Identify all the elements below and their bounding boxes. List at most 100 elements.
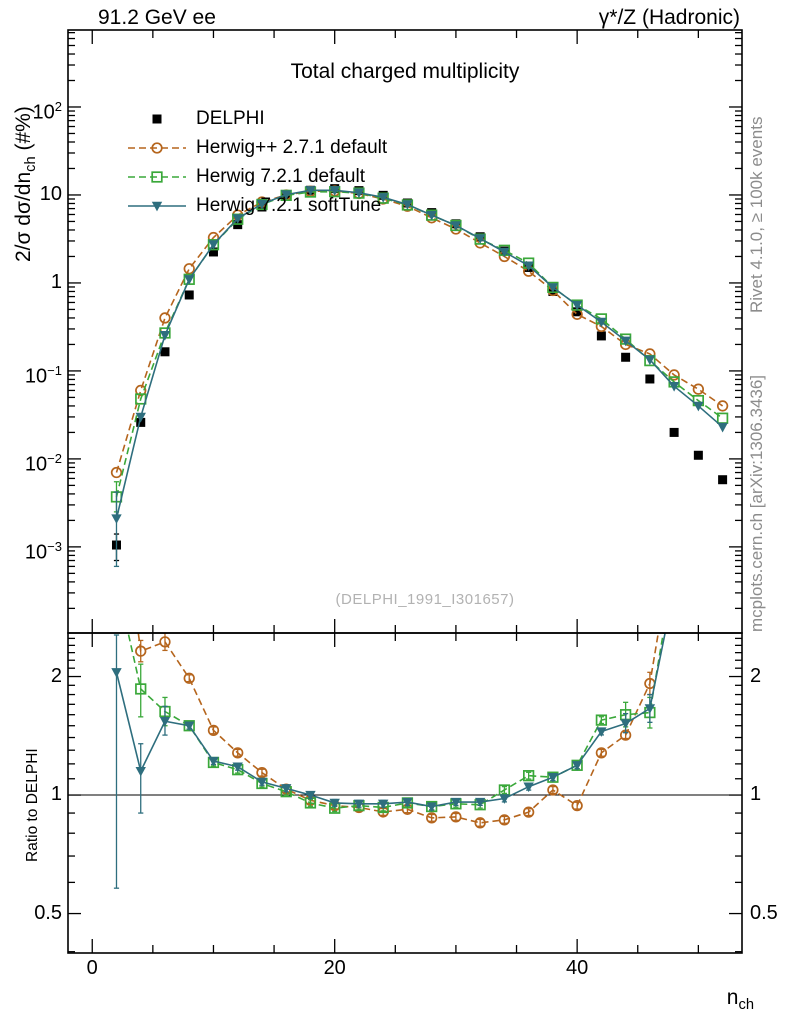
h72s-marker <box>426 802 437 812</box>
tick-label: 0.5 <box>750 901 778 924</box>
delphi-marker <box>693 450 703 460</box>
h72s-marker <box>184 721 195 732</box>
legend-item-herwigpp: Herwig++ 2.7.1 default <box>126 133 387 162</box>
h72s-marker <box>184 275 195 285</box>
h72d-line <box>115 190 724 498</box>
herwigpp-marker <box>498 814 511 826</box>
h72s-marker <box>353 799 365 810</box>
herwigpp-marker <box>668 369 680 381</box>
h72s-marker <box>596 317 607 328</box>
h72d-marker <box>522 770 535 782</box>
legend-label: Herwig++ 2.7.1 default <box>196 136 388 158</box>
tick-label: 10−2 <box>24 450 62 476</box>
legend-item-delphi: DELPHI <box>126 104 387 133</box>
h72s-marker <box>135 766 146 777</box>
h72s-marker <box>499 247 510 258</box>
h72s-marker <box>159 330 171 341</box>
tick-label: 0 <box>86 957 98 979</box>
h72s-marker <box>523 782 534 793</box>
h72s-marker <box>377 193 389 203</box>
h72d-marker <box>694 545 704 555</box>
h72s-marker <box>450 797 462 808</box>
h72s-legend-marker-icon <box>128 201 186 211</box>
h72s-marker <box>596 727 607 737</box>
legend-label: Herwig 7.2.1 default <box>196 165 365 187</box>
herwigpp-marker <box>159 636 171 648</box>
h72s-marker <box>571 300 583 311</box>
ratio-panel-series <box>111 460 728 889</box>
legend-item-h72s: Herwig 7.2.1 softTune <box>126 191 387 220</box>
tick-label: 2 <box>50 664 62 687</box>
ratio-panel-frame <box>67 632 743 954</box>
h72s-marker <box>620 719 631 729</box>
h72s-marker <box>111 514 122 524</box>
h72d-marker <box>135 683 147 695</box>
h72s-line <box>115 633 666 808</box>
legend-label: Herwig 7.2.1 softTune <box>196 194 382 216</box>
herwigpp-line <box>115 190 724 473</box>
h72s-marker <box>693 572 703 582</box>
delphi-marker <box>718 475 728 485</box>
h72s-marker <box>450 221 462 231</box>
herwigpp-marker <box>694 496 704 506</box>
herwigpp-marker <box>232 747 244 759</box>
herwigpp-marker <box>474 817 486 829</box>
herwigpp-marker <box>669 533 679 543</box>
h72s-marker <box>523 261 534 272</box>
herwigpp-marker <box>692 383 705 395</box>
h72s-marker <box>281 784 292 794</box>
main-panel-series <box>110 184 729 568</box>
h72s-marker <box>644 704 656 714</box>
h72s-marker <box>547 773 559 783</box>
delphi-marker <box>152 114 162 123</box>
h72s-marker <box>668 382 680 392</box>
herwigpp-marker <box>151 141 163 154</box>
h72d-legend-marker-icon <box>128 170 186 183</box>
h72s-marker <box>281 190 292 200</box>
watermark: (DELPHI_1991_I301657) <box>335 591 515 608</box>
herwigpp-marker <box>183 672 195 684</box>
x-axis-label: nch <box>726 986 754 1014</box>
h72s-marker <box>693 401 704 412</box>
herwigpp-marker <box>207 724 220 736</box>
delphi-marker <box>184 290 194 300</box>
delphi-marker <box>160 347 170 357</box>
h72s-marker <box>499 794 510 804</box>
h72s-marker <box>329 798 340 809</box>
herwigpp-marker <box>718 460 728 470</box>
h72s-marker <box>547 283 559 293</box>
herwigpp-marker <box>256 766 268 779</box>
herwigpp-marker <box>110 466 123 479</box>
delphi-marker <box>208 247 218 257</box>
tick-label: 1 <box>50 783 62 806</box>
delphi-marker <box>645 374 655 384</box>
legend-item-h72d: Herwig 7.2.1 default <box>126 162 387 191</box>
herwigpp-marker <box>547 784 559 796</box>
h72s-marker <box>474 234 486 244</box>
tick-label: 2 <box>750 664 762 687</box>
h72s-marker <box>159 717 171 727</box>
h72s-marker <box>353 188 365 199</box>
h72s-marker <box>402 200 413 210</box>
h72s-marker <box>305 790 316 801</box>
herwigpp-marker <box>135 384 147 397</box>
tick-label: 1 <box>750 783 762 806</box>
h72s-marker <box>620 336 631 347</box>
h72d-marker <box>718 515 728 525</box>
h72d-marker <box>112 576 122 586</box>
h72s-marker <box>474 797 486 808</box>
h72s-marker <box>151 201 163 211</box>
herwigpp-marker <box>595 747 608 759</box>
tick-label: 10−1 <box>24 362 62 388</box>
h72s-marker <box>717 422 728 433</box>
herwigpp-marker <box>716 400 729 412</box>
h72s-marker <box>426 210 437 221</box>
herwigpp-marker <box>183 263 195 275</box>
delphi-marker <box>596 331 606 341</box>
tick-label: 10−3 <box>24 538 62 564</box>
process-label: γ*/Z (Hadronic) <box>598 6 740 29</box>
h72d-line <box>127 633 665 810</box>
tick-label: 1 <box>50 270 62 293</box>
